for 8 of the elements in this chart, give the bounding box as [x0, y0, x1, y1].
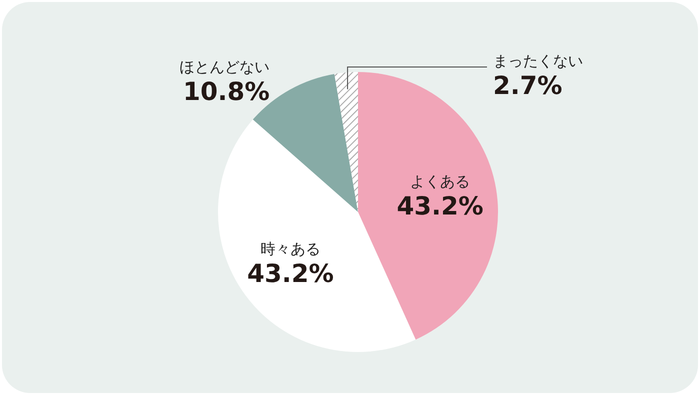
data-label: 2.7% — [493, 71, 562, 100]
data-label: 10.8% — [182, 76, 270, 106]
slice-label: ほとんどない — [180, 58, 270, 76]
slice-label: 時々ある — [260, 240, 320, 258]
slice-label: まったくない — [493, 52, 583, 70]
slice-label: よくある — [410, 172, 470, 190]
data-label: 43.2% — [247, 258, 334, 288]
data-label: 43.2% — [396, 191, 484, 220]
